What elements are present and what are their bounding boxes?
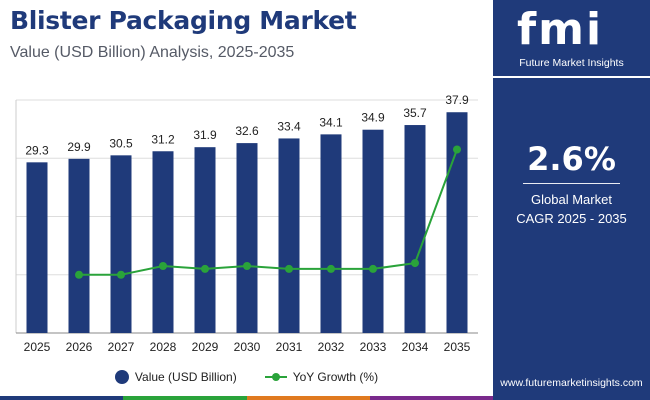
cagr-label: Global Market CAGR 2025 - 2035 — [493, 190, 650, 228]
cagr-label-line1: Global Market — [531, 192, 612, 207]
bar-2025 — [26, 162, 48, 333]
growth-point-2032 — [327, 264, 335, 273]
legend-bar-swatch — [114, 370, 129, 384]
data-label-2026: 29.9 — [67, 140, 91, 154]
data-label-2029: 31.9 — [193, 128, 217, 142]
x-tick-2032: 2032 — [318, 340, 345, 354]
growth-line — [79, 149, 458, 276]
data-label-2025: 29.3 — [25, 143, 49, 157]
data-label-2027: 30.5 — [109, 136, 133, 150]
growth-point-2028 — [159, 262, 167, 271]
bottom-color-stripe — [0, 396, 493, 400]
bar-2027 — [110, 155, 132, 333]
legend-item-value: Value (USD Billion) — [114, 370, 237, 384]
growth-point-2026 — [75, 270, 83, 279]
growth-point-2027 — [117, 270, 125, 279]
data-label-2031: 33.4 — [277, 119, 301, 133]
x-tick-2034: 2034 — [402, 340, 429, 354]
logo-company-name: Future Market Insights — [519, 57, 624, 69]
bar-2034 — [404, 125, 426, 333]
growth-point-2029 — [201, 264, 209, 273]
growth-point-2030 — [243, 262, 251, 271]
data-label-2035: 37.9 — [445, 93, 469, 107]
x-tick-2030: 2030 — [234, 340, 261, 354]
x-tick-2028: 2028 — [150, 340, 177, 354]
x-tick-2026: 2026 — [66, 340, 93, 354]
chart-legend: Value (USD Billion) YoY Growth (%) — [0, 370, 493, 384]
bar-2029 — [194, 147, 216, 333]
growth-point-2034 — [411, 259, 419, 268]
x-tick-2033: 2033 — [360, 340, 387, 354]
chart-subtitle: Value (USD Billion) Analysis, 2025-2035 — [10, 44, 295, 61]
bar-2032 — [320, 134, 342, 333]
chart-title: Blister Packaging Market — [10, 6, 357, 35]
bar-2031 — [278, 138, 300, 333]
cagr-label-line2: CAGR 2025 - 2035 — [516, 211, 627, 226]
side-panel: fmi Future Market Insights 2.6% Global M… — [493, 0, 650, 400]
growth-point-2035 — [453, 145, 461, 154]
growth-point-2031 — [285, 264, 293, 273]
legend-item-growth: YoY Growth (%) — [264, 370, 379, 384]
brand-logo[interactable]: fmi Future Market Insights — [493, 0, 650, 78]
growth-point-2033 — [369, 264, 377, 273]
legend-bar-label: Value (USD Billion) — [134, 370, 237, 384]
bar-2033 — [362, 129, 384, 333]
bar-2028 — [152, 151, 174, 333]
data-label-2032: 34.1 — [319, 115, 343, 129]
bar-line-chart: 29.3 29.9 30.5 31.2 31.9 32.6 33.4 34.1 34.9 35.7… — [15, 93, 478, 354]
x-tick-2029: 2029 — [192, 340, 219, 354]
logo-mark: fmi — [517, 4, 604, 55]
legend-line-label: YoY Growth (%) — [292, 370, 379, 384]
x-tick-2031: 2031 — [276, 340, 303, 354]
data-label-2030: 32.6 — [235, 124, 259, 138]
data-label-2033: 34.9 — [361, 111, 385, 125]
x-tick-2025: 2025 — [24, 340, 51, 354]
cagr-value: 2.6% — [527, 140, 616, 178]
data-label-2028: 31.2 — [151, 132, 175, 146]
bar-2035 — [446, 112, 468, 333]
data-label-2034: 35.7 — [403, 106, 427, 120]
bar-2026 — [68, 158, 90, 333]
kpi-divider — [523, 183, 620, 184]
x-tick-2027: 2027 — [108, 340, 135, 354]
x-tick-2035: 2035 — [444, 340, 471, 354]
website-link[interactable]: www.futuremarketinsights.com — [500, 377, 643, 389]
bar-2030 — [236, 143, 258, 333]
legend-line-swatch — [264, 373, 287, 381]
